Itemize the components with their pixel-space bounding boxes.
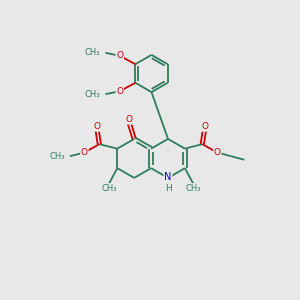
Text: CH₃: CH₃ (50, 152, 65, 161)
Text: O: O (116, 51, 123, 60)
Text: H: H (165, 184, 171, 193)
Text: O: O (214, 148, 221, 157)
Text: O: O (93, 122, 100, 131)
Text: O: O (125, 115, 132, 124)
Text: O: O (201, 122, 208, 131)
Text: CH₃: CH₃ (101, 184, 117, 193)
Text: CH₃: CH₃ (85, 48, 100, 57)
Text: O: O (116, 87, 123, 96)
Text: O: O (81, 148, 88, 157)
Text: N: N (164, 172, 172, 182)
Text: CH₃: CH₃ (185, 184, 201, 193)
Text: CH₃: CH₃ (85, 90, 100, 99)
